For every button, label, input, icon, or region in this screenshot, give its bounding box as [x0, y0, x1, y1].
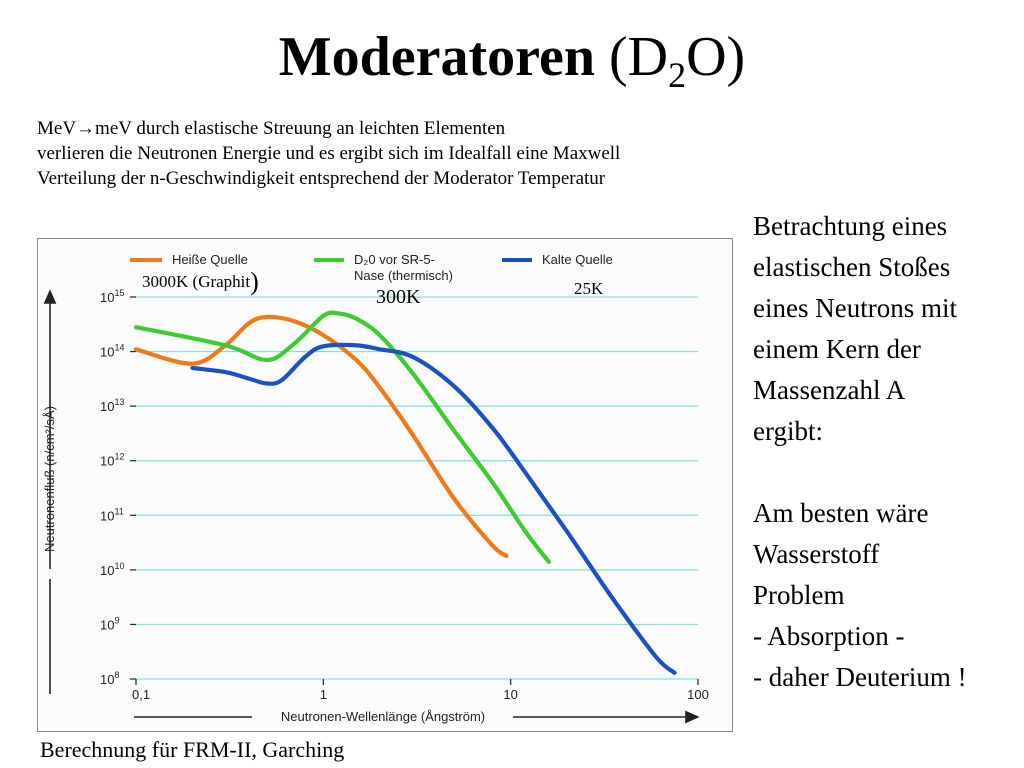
y-tick-label: 1013 — [100, 397, 124, 414]
y-tick-label: 1015 — [100, 288, 124, 305]
annotation-hot: 3000K (Graphit) — [142, 267, 259, 296]
side-line: elastischen Stoßes — [753, 252, 951, 282]
series-cold-source — [190, 342, 677, 675]
slide-title-main: Moderatoren — [278, 26, 595, 88]
side-line: Wasserstoff — [753, 539, 880, 569]
y-axis-label: Neutronenfluß (n/cm²/sÅ) — [42, 406, 57, 552]
legend-label-thermal-line2: Nase (thermisch) — [354, 268, 453, 283]
x-tick-label: 1 — [320, 687, 327, 702]
series-thermal-d2o — [133, 310, 551, 564]
y-tick-label: 1014 — [100, 343, 124, 360]
figure-caption: Berechnung für FRM-II, Garching — [40, 737, 345, 762]
x-axis-label: Neutronen-Wellenlänge (Ångström) — [281, 709, 485, 724]
y-tick-label: 1010 — [100, 561, 124, 578]
series-hot-source — [133, 314, 509, 558]
slide-title-formula: (D2O) — [609, 26, 746, 96]
side-line: Problem — [753, 580, 845, 610]
x-tick-label: 0,1 — [132, 687, 150, 702]
side-line: - daher Deuterium ! — [753, 662, 967, 692]
side-line: Am besten wäre — [753, 498, 929, 528]
side-text: Betrachtung eines elastischen Stoßes ein… — [753, 206, 1023, 698]
side-line: ergibt: — [753, 416, 823, 446]
side-line: - Absorption - — [753, 621, 905, 651]
intro-line: verlieren die Neutronen Energie und es e… — [37, 143, 621, 164]
intro-line: MeV→meV durch elastische Streuung an lei… — [37, 118, 506, 139]
intro-line: Verteilung der n-Geschwindigkeit entspre… — [37, 168, 606, 189]
legend-label-cold: Kalte Quelle — [542, 252, 613, 267]
x-tick-label: 100 — [687, 687, 709, 702]
y-tick-label: 1012 — [100, 452, 124, 469]
flux-chart: Neutronen-Wellenlänge (Ångström) Neutron… — [37, 238, 733, 732]
side-line: Betrachtung eines — [753, 211, 948, 241]
y-tick-label: 1011 — [100, 506, 124, 523]
intro-text: MeV→meV durch elastische Streuung an lei… — [37, 116, 757, 191]
side-line: Massenzahl A — [753, 375, 906, 405]
side-line: eines Neutrons mit — [753, 293, 957, 323]
legend-label-thermal: D₂0 vor SR-5- — [354, 252, 435, 267]
y-tick-label: 109 — [100, 615, 119, 632]
side-line: einem Kern der — [753, 334, 921, 364]
annotation-thermal: 300K — [376, 286, 421, 308]
slide-title: Moderatoren (D2O) — [0, 22, 1024, 110]
legend-label-hot: Heiße Quelle — [172, 252, 248, 267]
y-tick-label: 108 — [100, 670, 119, 687]
flux-chart-svg: Neutronen-Wellenlänge (Ångström) Neutron… — [42, 252, 709, 724]
annotation-cold: 25K — [574, 279, 604, 298]
x-tick-label: 10 — [503, 687, 517, 702]
